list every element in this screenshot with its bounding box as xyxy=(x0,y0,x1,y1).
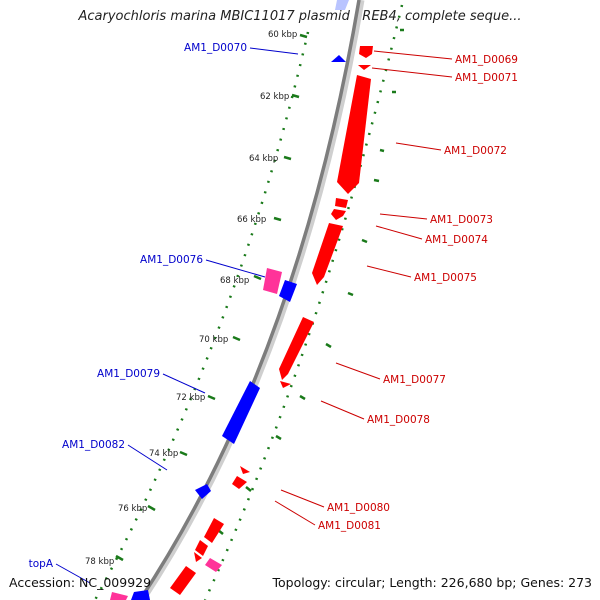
gene-am1-d0077 xyxy=(279,317,314,380)
left-gene-labels: AM1_D0070 AM1_D0076 AM1_D0079 AM1_D0082 … xyxy=(29,42,299,584)
gene-am1-d0069 xyxy=(359,46,373,58)
gene-small-2 xyxy=(195,540,208,556)
gene-reverse-top xyxy=(335,0,349,10)
gene-label: AM1_D0071 xyxy=(455,72,518,84)
forward-genes xyxy=(170,46,373,595)
gene-label: AM1_D0074 xyxy=(425,234,488,246)
gene-am1-d0071 xyxy=(358,65,371,70)
kbp-tick xyxy=(147,504,156,512)
gene-am1-d0081 xyxy=(232,476,247,489)
rna-gene-1 xyxy=(263,268,282,294)
map-title: Acaryochloris marina MBIC11017 plasmid p… xyxy=(78,9,522,24)
gene-label: AM1_D0077 xyxy=(383,374,446,386)
kbp-ticks: 60 kbp 62 kbp 64 kbp 66 kbp 68 kbp 70 kb… xyxy=(85,30,308,567)
gene-am1-d0073 xyxy=(335,198,348,208)
kbp-label: 62 kbp xyxy=(260,92,289,102)
gene-label: AM1_D0079 xyxy=(97,368,160,380)
gene-label: AM1_D0072 xyxy=(444,145,507,157)
kbp-tick xyxy=(179,450,188,457)
gene-label: AM1_D0073 xyxy=(430,214,493,226)
gene-label: AM1_D0076 xyxy=(140,254,203,266)
gene-am1-d0082 xyxy=(195,484,211,499)
gene-am1-d0080 xyxy=(240,466,250,474)
kbp-label: 68 kbp xyxy=(220,276,249,286)
accession-text: Accession: NC_009929 xyxy=(9,575,152,590)
rna-genes xyxy=(110,268,282,600)
kbp-label: 76 kbp xyxy=(118,504,147,514)
gene-label: AM1_D0080 xyxy=(327,502,390,514)
kbp-label: 70 kbp xyxy=(199,335,228,345)
kbp-tick xyxy=(273,216,282,222)
gene-am1-d0074 xyxy=(331,209,346,220)
rna-gene-2 xyxy=(205,558,222,572)
reverse-genes xyxy=(131,0,349,600)
kbp-label: 72 kbp xyxy=(176,393,205,403)
kbp-label: 60 kbp xyxy=(268,30,297,40)
gene-label: AM1_D0082 xyxy=(62,439,125,451)
kbp-tick xyxy=(232,335,241,342)
outer-track-ticks xyxy=(217,28,404,535)
inner-tick-track xyxy=(93,31,310,600)
gene-am1-d0072 xyxy=(337,75,371,194)
kbp-label: 78 kbp xyxy=(85,557,114,567)
gene-am1-d0078 xyxy=(280,381,291,388)
gene-small-1 xyxy=(204,518,224,543)
kbp-tick xyxy=(207,394,216,401)
gene-label: AM1_D0070 xyxy=(184,42,247,54)
gene-label: AM1_D0075 xyxy=(414,272,477,284)
right-gene-labels: AM1_D0069 AM1_D0071 AM1_D0072 AM1_D0073 … xyxy=(274,50,518,532)
kbp-tick xyxy=(253,274,262,281)
kbp-tick xyxy=(299,33,308,39)
gene-topa xyxy=(131,590,150,600)
kbp-label: 66 kbp xyxy=(237,215,266,225)
gene-am1-d0079 xyxy=(222,381,260,444)
kbp-label: 64 kbp xyxy=(249,154,278,164)
kbp-tick xyxy=(291,93,300,99)
gene-label: AM1_D0069 xyxy=(455,54,518,66)
gene-am1-d0070 xyxy=(331,55,346,62)
gene-small-3 xyxy=(194,552,202,562)
backbone xyxy=(138,0,361,600)
kbp-tick xyxy=(115,554,124,562)
gene-small-4 xyxy=(170,566,196,595)
gene-label: AM1_D0078 xyxy=(367,414,430,426)
summary-text: Topology: circular; Length: 226,680 bp; … xyxy=(272,575,593,590)
gene-label: AM1_D0081 xyxy=(318,520,381,532)
rna-gene-3 xyxy=(110,592,128,600)
gene-label: topA xyxy=(29,558,54,570)
kbp-tick xyxy=(283,155,292,161)
gene-am1-d0075 xyxy=(312,223,343,285)
kbp-label: 74 kbp xyxy=(149,449,178,459)
gene-am1-d0076 xyxy=(279,280,297,302)
